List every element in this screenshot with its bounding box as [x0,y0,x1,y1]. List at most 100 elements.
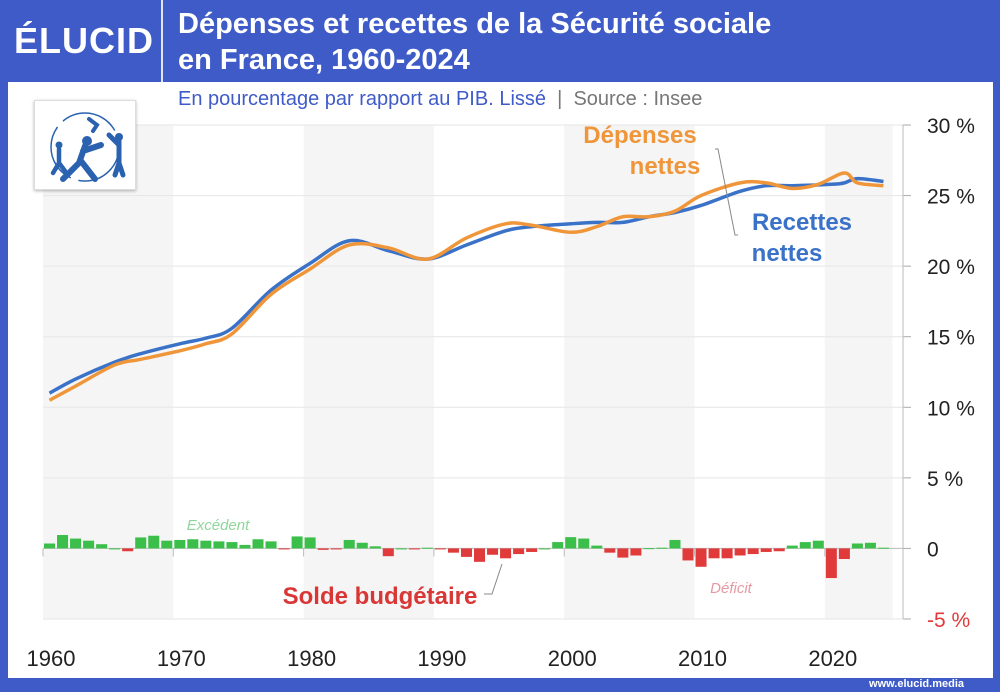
x-tick-label: 2020 [808,646,857,671]
depenses-label-line1: Dépenses [583,122,696,149]
solde-bar [252,539,264,549]
solde-bar [578,538,590,549]
solde-bar [109,548,121,550]
x-tick-label: 2010 [678,646,727,671]
solde-bar [395,548,407,550]
solde-bar [356,542,368,549]
solde-bar [148,535,160,549]
y-tick-label: 0 [927,538,939,561]
solde-bar [838,548,850,560]
recettes-label-line1: Recettes [752,209,852,236]
solde-bar [161,540,173,549]
solde-bar [291,536,303,549]
header-divider [161,0,163,82]
securite-sociale-logo [34,100,136,190]
solde-bar [487,548,499,555]
solde-bar [591,545,603,549]
solde-bar [187,539,199,549]
source-text: Source : Insee [573,88,703,110]
excedent-annotation: Excédent [187,517,250,534]
solde-bar [799,542,811,549]
solde-bar [526,548,538,552]
depenses-leader-line [715,148,738,236]
solde-bar [604,548,616,553]
solde-bar [408,548,420,550]
solde-bar [630,548,642,556]
solde-bar [500,548,512,559]
decade-band [824,125,893,619]
solde-bar [786,545,798,549]
decade-band [303,125,434,619]
solde-bar [877,547,889,549]
y-tick-label: 25 % [927,186,975,209]
solde-bar [135,537,147,549]
solde-bar [474,548,486,562]
solde-bar [434,548,446,550]
depenses-line [48,171,884,402]
title-line-1: Dépenses et recettes de la Sécurité soci… [178,8,772,40]
solde-bar [330,548,342,550]
decade-band [564,125,695,619]
solde-bar [44,543,56,549]
solde-bar [812,540,824,549]
solde-bar [773,548,785,552]
solde-bar [695,548,707,567]
solde-bar [278,548,290,550]
solde-bar [643,548,655,550]
deficit-annotation: Déficit [710,580,753,597]
y-tick-label: 30 % [927,115,975,138]
x-tick-label: 1960 [27,646,76,671]
y-tick-label: 20 % [927,256,975,279]
solde-bar [421,547,433,549]
solde-bar [851,543,863,549]
y-tick-label: -5 % [927,609,970,632]
depenses-label-line2: nettes [630,153,701,180]
elucid-logo: ÉLUCID [14,20,154,61]
solde-bar [552,542,564,549]
subtitle-text: En pourcentage par rapport au PIB. Lissé [178,88,547,110]
solde-bar [174,539,186,549]
solde-bar [760,548,772,552]
recettes-label-line2: nettes [752,240,823,267]
solde-bar [734,548,746,556]
solde-bar [96,544,108,549]
solde-bar [447,548,459,553]
solde-bar [200,540,212,549]
chart-subtitle: En pourcentage par rapport au PIB. Lissé… [178,88,703,110]
y-tick-label: 15 % [927,327,975,350]
solde-bar [57,535,69,549]
solde-label: Solde budgétaire [283,583,478,610]
x-tick-label: 1990 [417,646,466,671]
solde-bar [382,548,394,557]
solde-bar [513,548,525,555]
solde-bar [317,548,329,550]
x-tick-label: 2000 [548,646,597,671]
y-tick-label: 5 % [927,468,963,491]
solde-bar [656,547,668,549]
solde-bar [682,548,694,561]
solde-bar [864,542,876,549]
solde-bar [747,548,759,555]
solde-bar [460,548,472,557]
solde-bar [708,548,720,559]
solde-bar [565,537,577,549]
solde-bar [304,537,316,549]
chart-title: Dépenses et recettes de la Sécurité soci… [178,6,771,78]
solde-bar [617,548,629,558]
solde-bar [265,541,277,549]
x-tick-label: 1970 [157,646,206,671]
solde-bar [669,539,681,549]
solde-bar [83,540,95,549]
title-line-2: en France, 1960-2024 [178,44,470,76]
solde-bar [721,548,733,559]
solde-bar [369,546,381,549]
solde-bar [343,539,355,549]
solde-leader-line [484,563,503,595]
footer-url: www.elucid.media [869,678,964,690]
solde-bar [226,542,238,549]
x-tick-label: 1980 [287,646,336,671]
solde-bar [825,548,837,579]
solde-bar [239,544,251,549]
y-tick-label: 10 % [927,397,975,420]
